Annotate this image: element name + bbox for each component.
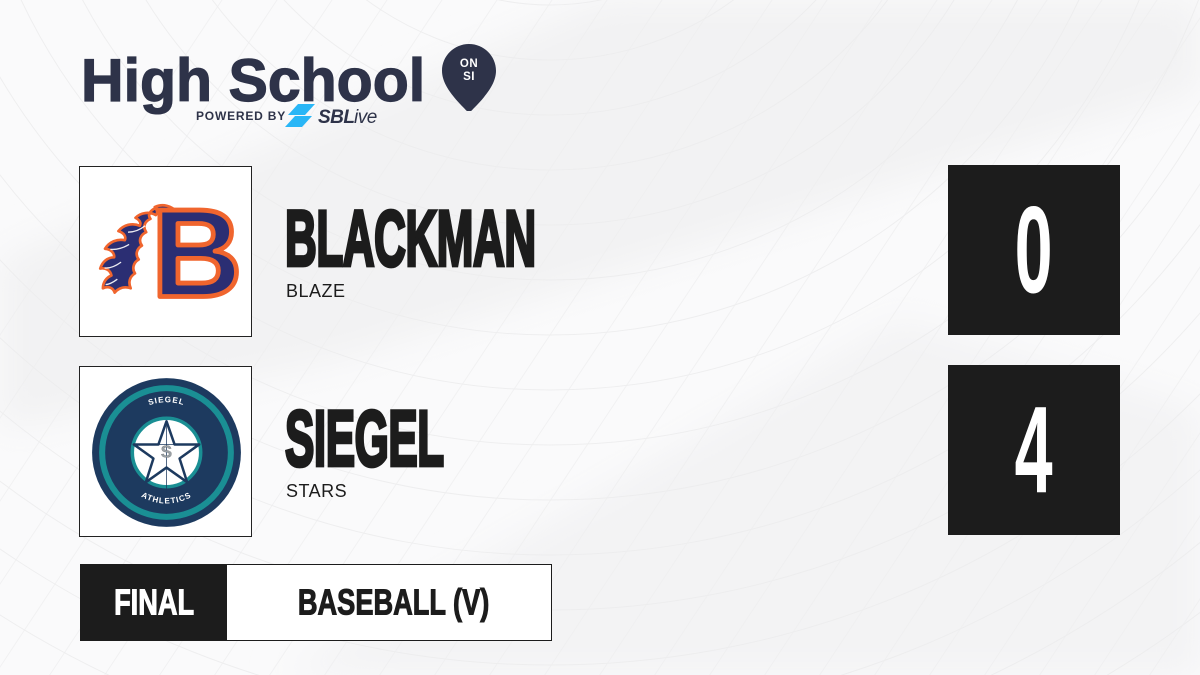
svg-text:ive: ive	[354, 107, 377, 128]
svg-text:B: B	[152, 182, 243, 323]
svg-text:SBL: SBL	[318, 107, 355, 128]
svg-text:S: S	[161, 443, 172, 462]
